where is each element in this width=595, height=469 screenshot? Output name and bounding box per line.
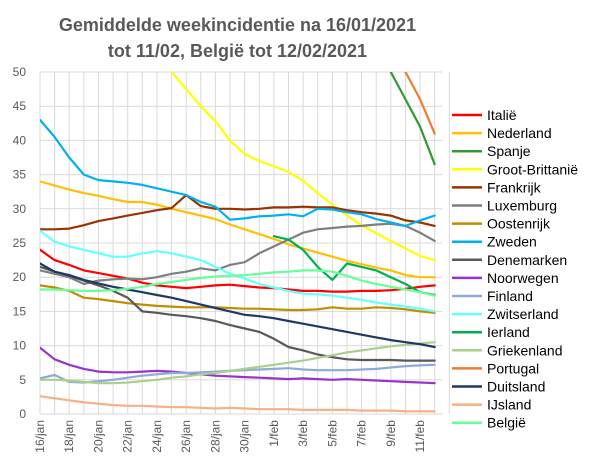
x-tick-label: 24/jan <box>150 420 164 453</box>
x-tick-label: 28/jan <box>208 420 222 453</box>
legend-label: Zweden <box>487 234 537 250</box>
legend-label: Griekenland <box>487 342 563 358</box>
x-tick-label: 30/jan <box>238 420 252 453</box>
chart-title-line-1: Gemiddelde weekincidentie na 16/01/2021 <box>58 15 417 35</box>
y-tick-label: 20 <box>13 270 27 284</box>
y-tick-label: 50 <box>13 65 27 79</box>
series-group <box>40 72 436 413</box>
legend-label: Italië <box>487 107 517 123</box>
x-tick-label: 1/feb <box>267 420 281 447</box>
y-tick-label: 25 <box>13 236 27 250</box>
legend-label: Finland <box>487 288 533 304</box>
x-tick-label: 7/feb <box>355 420 369 447</box>
x-tick-label: 5/feb <box>325 420 339 447</box>
y-tick-label: 10 <box>13 339 27 353</box>
x-tick-label: 11/feb <box>413 420 427 453</box>
series-line-denemarken <box>40 265 436 362</box>
legend-label: Groot-Brittanië <box>487 161 578 177</box>
legend-label: Duitsland <box>487 379 545 395</box>
series-line-duitsland <box>40 262 436 349</box>
x-tick-label: 16/jan <box>33 420 47 453</box>
legend-label: IJsland <box>487 397 531 413</box>
series-line-belgi- <box>40 269 436 297</box>
series-line-frankrijk <box>40 194 436 231</box>
series-line-nederland <box>40 180 436 279</box>
series-line-itali- <box>40 248 436 293</box>
legend-label: Portugal <box>487 360 539 376</box>
legend-label: Zwitserland <box>487 306 559 322</box>
series-line-noorwegen <box>40 346 436 385</box>
legend-label: Ierland <box>487 324 530 340</box>
y-tick-label: 5 <box>19 373 26 387</box>
series-line-ierland <box>272 235 436 297</box>
legend-label: Oostenrijk <box>487 216 551 232</box>
x-tick-label: 3/feb <box>296 420 310 447</box>
legend-label: Luxemburg <box>487 198 557 214</box>
series-line-zweden <box>40 118 436 227</box>
y-tick-label: 30 <box>13 202 27 216</box>
x-tick-label: 9/feb <box>384 420 398 447</box>
y-tick-label: 0 <box>19 407 26 421</box>
series-line-spanje <box>389 72 436 166</box>
y-tick-label: 45 <box>13 99 27 113</box>
legend-label: België <box>487 415 526 431</box>
series-line-portugal <box>404 72 436 135</box>
y-tick-label: 35 <box>13 168 27 182</box>
series-line-oostenrijk <box>40 284 436 314</box>
series-line-ijsland <box>40 395 436 413</box>
x-tick-label: 22/jan <box>121 420 135 453</box>
series-line-luxemburg <box>40 222 436 286</box>
series-line-groot-brittani- <box>170 72 436 262</box>
legend-label: Noorwegen <box>487 270 559 286</box>
x-tick-label: 18/jan <box>62 420 76 453</box>
legend-label: Denemarken <box>487 252 567 268</box>
legend-label: Nederland <box>487 125 552 141</box>
y-tick-label: 40 <box>13 133 27 147</box>
y-tick-label: 15 <box>13 304 27 318</box>
legend-label: Spanje <box>487 143 531 159</box>
chart-title-line-2: tot 11/02, België tot 12/02/2021 <box>107 41 368 61</box>
x-tick-label: 26/jan <box>179 420 193 453</box>
series-line-griekenland <box>40 341 436 385</box>
x-tick-label: 20/jan <box>91 420 105 453</box>
legend-label: Frankrijk <box>487 179 542 195</box>
